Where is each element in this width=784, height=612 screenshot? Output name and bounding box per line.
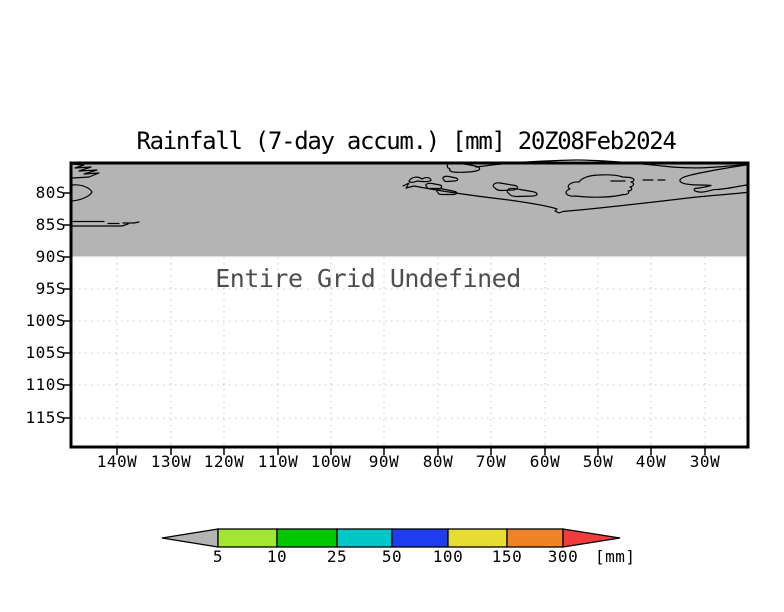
lon-label-70w: 70W: [475, 452, 507, 471]
colorbar-segment-4: [391, 528, 449, 548]
coastline-islet-1: [442, 175, 459, 183]
lon-label-130w: 130W: [150, 452, 192, 471]
lat-label-85s: 85S: [35, 215, 66, 234]
lat-label-80s: 80S: [35, 183, 66, 202]
colorbar-tick-50: 50: [381, 547, 403, 566]
coastline-85s-sliver: [71, 220, 140, 227]
coastline-islet-squiggle: [408, 176, 432, 183]
colorbar-segment-2: [276, 528, 338, 548]
colorbar-tick-10: 10: [266, 547, 288, 566]
grid-lines: [73, 257, 746, 446]
map-frame: [69, 161, 750, 449]
lon-label-120w: 120W: [203, 452, 245, 471]
lat-label-100s: 100S: [25, 311, 66, 330]
lon-label-140w: 140W: [96, 452, 138, 471]
coastline-right-hairpin: [679, 164, 748, 193]
lon-label-110w: 110W: [257, 452, 299, 471]
colorbar-right-arrow: [562, 528, 621, 548]
land-area: [72, 164, 747, 257]
lon-label-60w: 60W: [529, 452, 561, 471]
coastline-80s-tongue: [71, 184, 93, 202]
colorbar: [161, 528, 621, 548]
colorbar-tick-300: 300: [547, 547, 579, 566]
colorbar-tick-5: 5: [212, 547, 224, 566]
colorbar-segment-6: [506, 528, 564, 548]
undefined-grid-label: Entire Grid Undefined: [215, 264, 521, 293]
lon-label-40w: 40W: [635, 452, 667, 471]
colorbar-tick-25: 25: [326, 547, 348, 566]
coastline-topleft-scribble: [71, 163, 100, 179]
coastline-islet-5: [506, 187, 538, 198]
colorbar-segment-1: [217, 528, 278, 548]
coastline-islet-4: [492, 182, 519, 192]
lat-label-110s: 110S: [25, 375, 66, 394]
lat-label-105s: 105S: [25, 343, 66, 362]
lon-label-30w: 30W: [689, 452, 721, 471]
lon-label-80w: 80W: [422, 452, 454, 471]
coastline: [71, 159, 748, 227]
colorbar-unit-label: [mm]: [595, 547, 636, 566]
colorbar-segment-3: [336, 528, 393, 548]
colorbar-left-arrow: [161, 528, 219, 548]
coastline-mainland: [402, 182, 747, 214]
lat-label-95s: 95S: [35, 279, 66, 298]
colorbar-segment-5: [447, 528, 508, 548]
lon-label-50w: 50W: [582, 452, 614, 471]
lon-label-90w: 90W: [368, 452, 400, 471]
lon-label-100w: 100W: [310, 452, 352, 471]
lat-label-90s: 90S: [35, 247, 66, 266]
plot-title: Rainfall (7-day accum.) [mm] 20Z08Feb202…: [136, 127, 676, 155]
colorbar-tick-100: 100: [432, 547, 464, 566]
colorbar-tick-150: 150: [491, 547, 523, 566]
coastline-hand-island: [565, 174, 635, 198]
lat-label-115s: 115S: [25, 408, 66, 427]
